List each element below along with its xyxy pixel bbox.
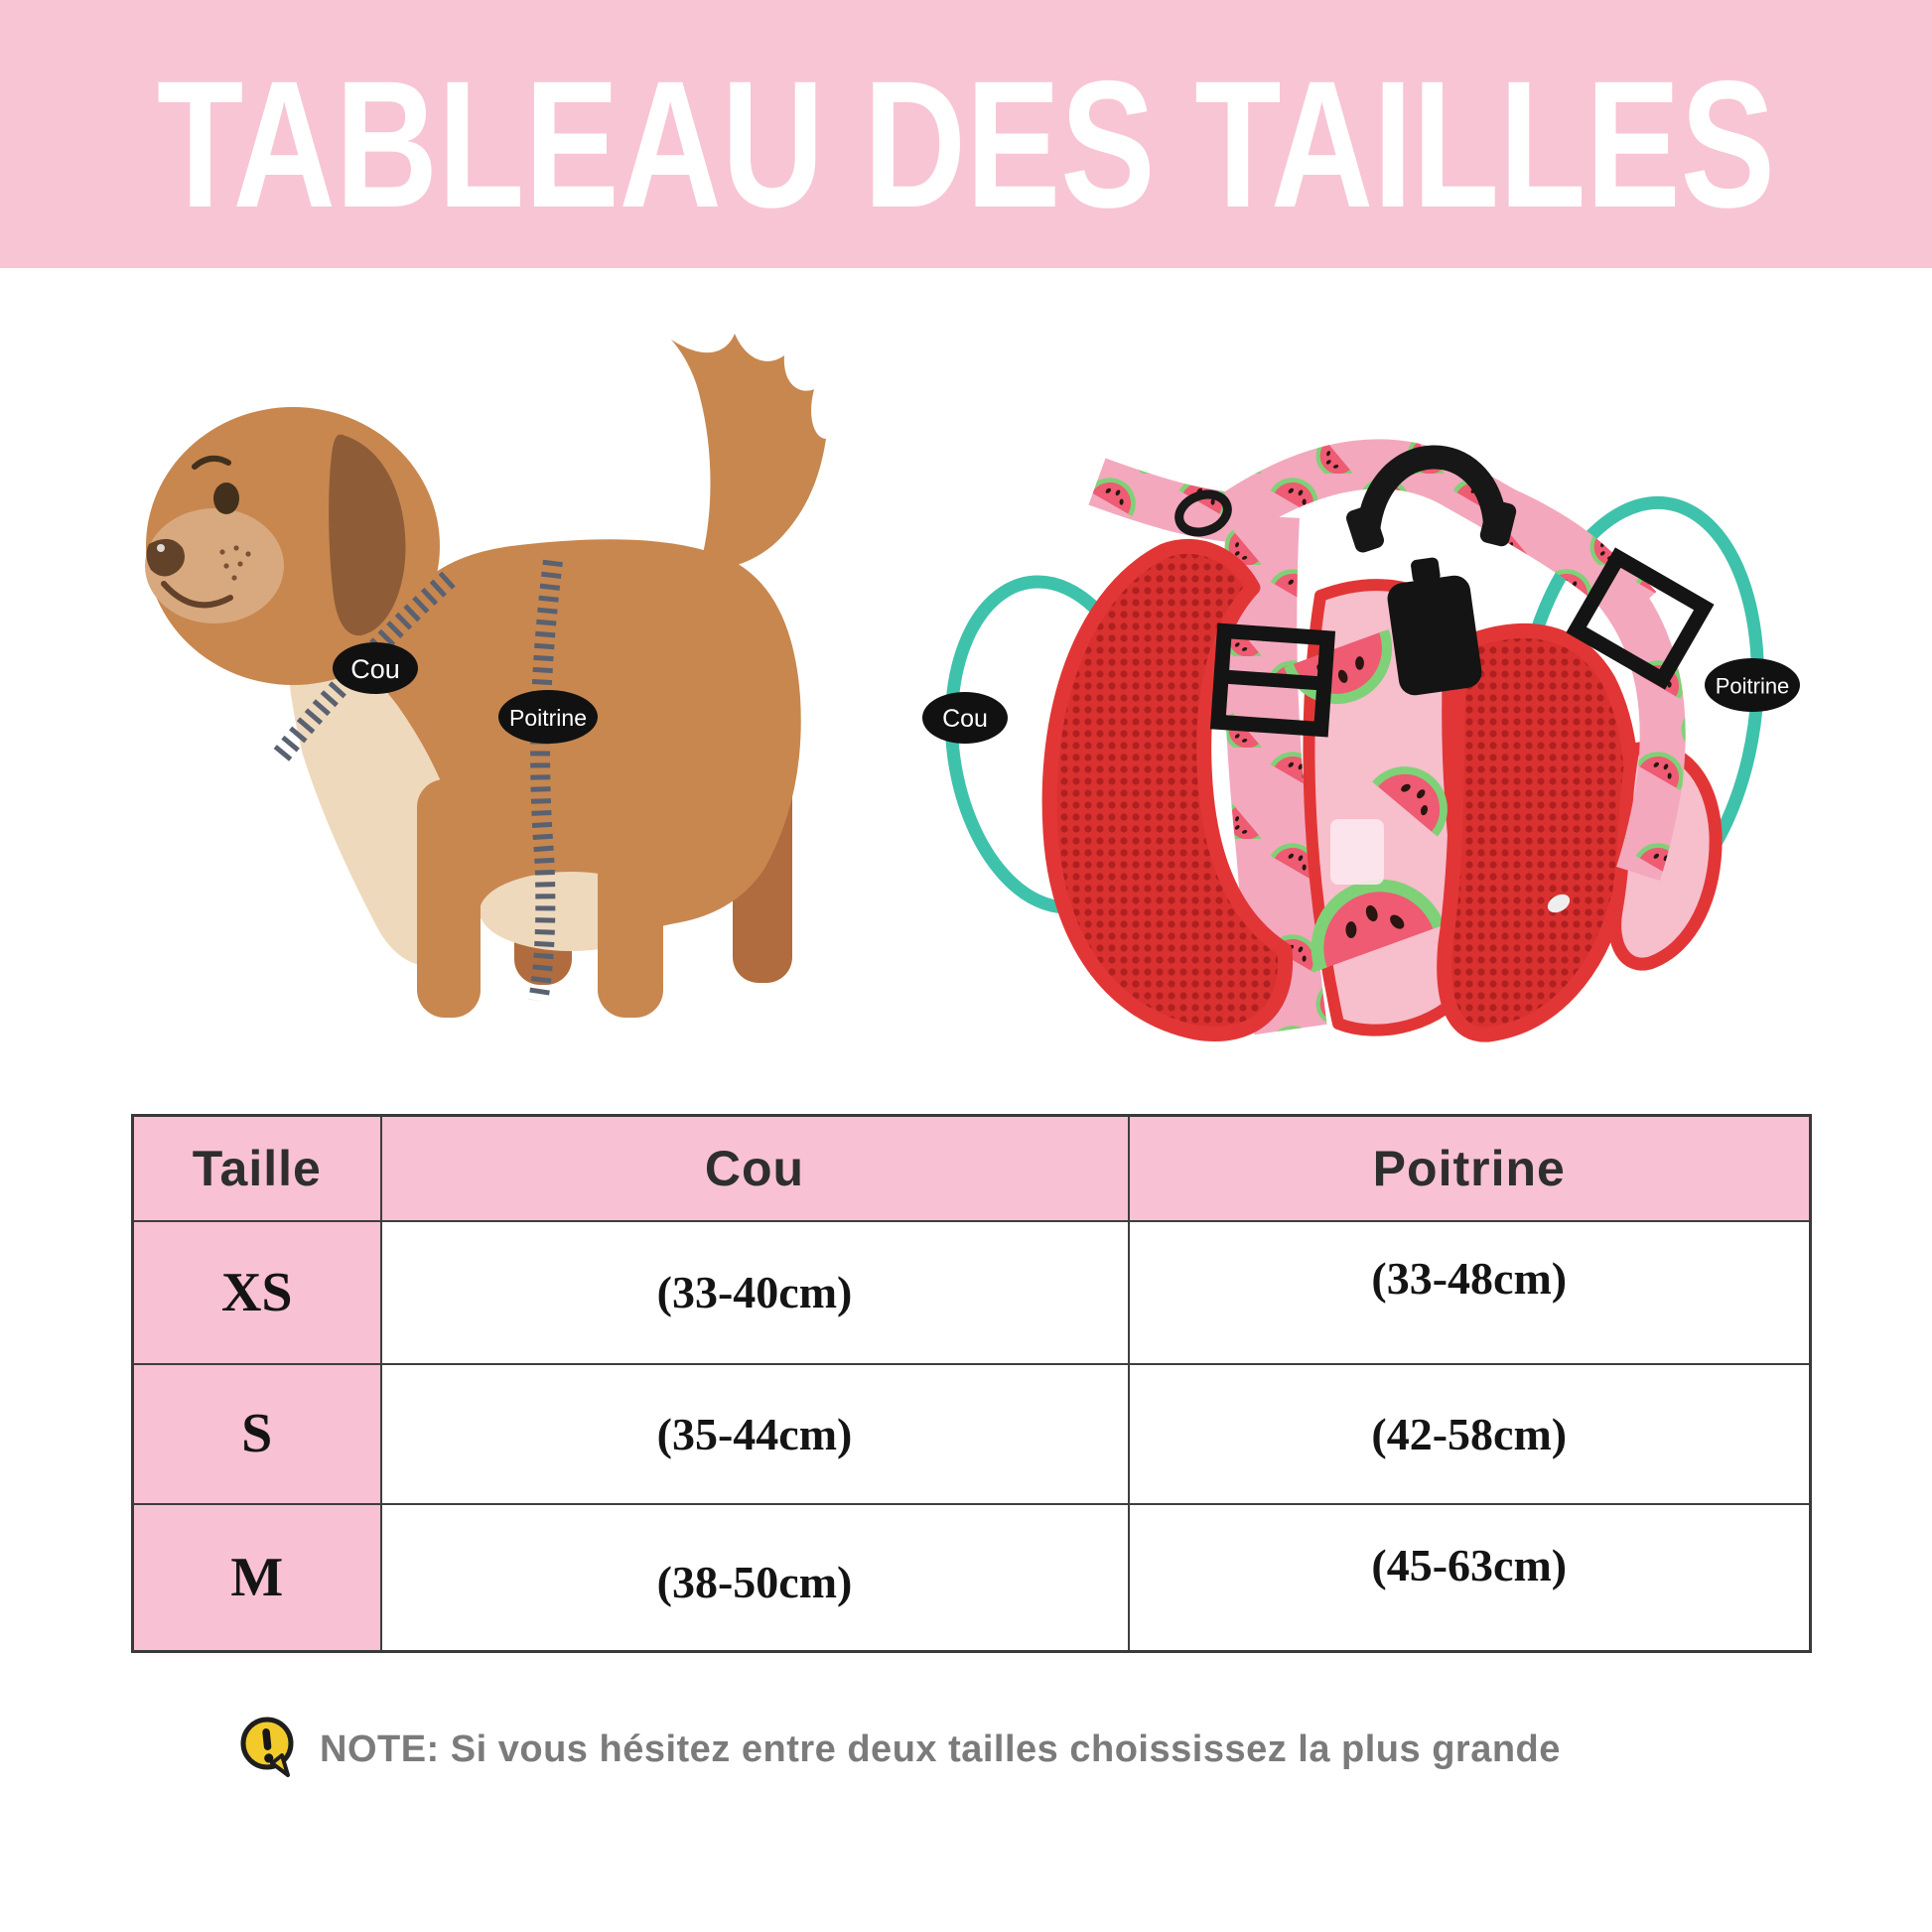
harness-fabric-tag [1330, 819, 1384, 885]
m-poitrine-value: (45-63cm) [1127, 1502, 1812, 1653]
column-header-taille: Taille [131, 1114, 382, 1222]
page-title: TABLEAU DES TAILLES [157, 43, 1775, 245]
dog-body [384, 539, 801, 934]
dog-illustration: Cou Poitrine [145, 334, 826, 1018]
size-label-m: M [131, 1502, 382, 1653]
dog-chest-badge-label: Poitrine [509, 705, 587, 731]
page-title-text: TABLEAU DES TAILLES [157, 43, 1775, 245]
size-label-s: S [131, 1362, 382, 1505]
size-table: Taille Cou Poitrine XS (33-40cm) (33-48c… [131, 1114, 1812, 1653]
table-row-m: M (38-50cm) (45-63cm) [131, 1502, 1812, 1653]
harness-left-mesh-panel [1041, 539, 1294, 1041]
dog-neck-badge-label: Cou [350, 654, 400, 684]
table-row-s: S (35-44cm) (42-58cm) [131, 1362, 1812, 1505]
size-table-header-row: Taille Cou Poitrine [131, 1114, 1812, 1222]
ladder-lock-buckle [1209, 622, 1336, 738]
harness-illustration: Cou Poitrine [922, 439, 1800, 1042]
harness-chest-badge: Poitrine [1705, 658, 1800, 712]
strap-adjuster-buckle [1566, 547, 1715, 690]
xs-cou-value: (33-40cm) [379, 1219, 1130, 1365]
dog-eyebrow [192, 455, 231, 470]
exclamation-bubble-icon [240, 1717, 294, 1777]
harness-small-tag [1547, 894, 1571, 913]
dog-eye [213, 483, 239, 514]
dog-neck-badge: Cou [333, 642, 418, 694]
column-header-cou: Cou [379, 1114, 1130, 1222]
dog-smile [161, 581, 233, 609]
s-poitrine-value: (42-58cm) [1127, 1362, 1812, 1505]
dog-near-front-leg [417, 779, 481, 1018]
column-header-poitrine: Poitrine [1127, 1114, 1812, 1222]
harness-right-strap [1475, 480, 1686, 882]
dog-tail [671, 334, 826, 569]
xs-poitrine-value: (33-48cm) [1127, 1219, 1812, 1365]
harness-neck-badge-label: Cou [942, 705, 988, 733]
harness-chest-badge-label: Poitrine [1716, 674, 1790, 699]
dog-chest-badge: Poitrine [498, 690, 598, 744]
s-cou-value: (35-44cm) [379, 1362, 1130, 1505]
dog-freckles [219, 545, 251, 581]
banner: TABLEAU DES TAILLES [0, 0, 1932, 268]
harness-chest-mesh-panel [1437, 622, 1640, 1042]
harness-handle [1346, 445, 1517, 553]
dog-nose-highlight [157, 544, 165, 552]
strap-o-ring [1174, 489, 1232, 537]
harness-neck-badge: Cou [922, 692, 1008, 744]
dog-nose [146, 538, 185, 577]
side-release-buckle [1387, 557, 1482, 696]
m-cou-value: (38-50cm) [379, 1502, 1130, 1653]
table-row-xs: XS (33-40cm) (33-48cm) [131, 1219, 1812, 1365]
size-label-xs: XS [131, 1219, 382, 1365]
note: NOTE: Si vous hésitez entre deux tailles… [238, 1712, 1561, 1787]
dog-near-rear-leg [598, 784, 663, 1018]
dog-ear [329, 434, 406, 636]
note-text: NOTE: Si vous hésitez entre deux tailles… [320, 1727, 1561, 1770]
